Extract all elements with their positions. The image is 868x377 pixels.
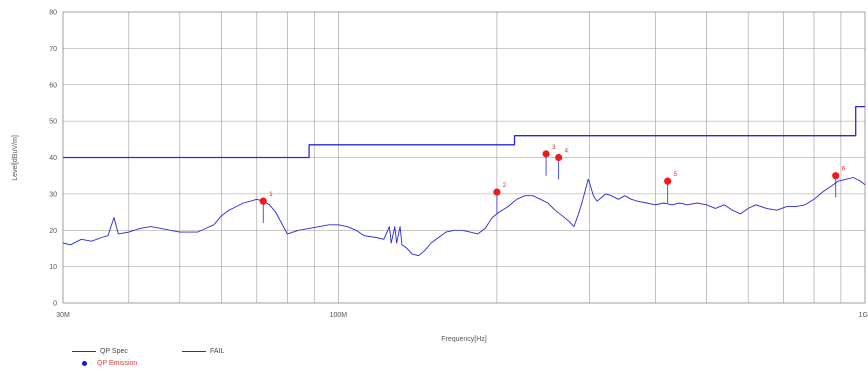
- marker-point: [259, 197, 267, 205]
- marker-label: 3: [552, 145, 556, 151]
- marker-point: [542, 150, 550, 158]
- legend-line-swatch: [182, 350, 206, 352]
- legend-label-fail: FAIL: [210, 347, 225, 355]
- legend-item-qp-spec: QP Spec: [72, 346, 128, 356]
- grid: [63, 12, 865, 303]
- marker-label: 5: [674, 172, 678, 178]
- y-tick-label: 50: [49, 119, 57, 126]
- y-tick-label: 30: [49, 191, 57, 198]
- x-axis-label: Frequency[Hz]: [441, 336, 487, 343]
- legend-item-qp-emission: QP Emission: [72, 358, 137, 368]
- y-tick-label: 10: [49, 264, 57, 271]
- legend: QP Spec FAIL QP Emission: [72, 346, 332, 374]
- y-tick-labels: 0 10 20 30 40 50 60 70 80: [49, 10, 57, 308]
- series-group: [62, 105, 866, 257]
- legend-dot-swatch: [82, 360, 87, 366]
- marker-label: 6: [842, 167, 846, 173]
- legend-item-fail: FAIL: [182, 346, 224, 356]
- y-tick-label: 20: [49, 228, 57, 235]
- marker-label: 1: [269, 192, 273, 198]
- markers-group: 1 2 3 4 5 6: [259, 145, 846, 223]
- x-tick-label: 30M: [56, 312, 70, 319]
- legend-label-qp-emission: QP Emission: [97, 359, 138, 367]
- legend-label-qp-spec: QP Spec: [100, 347, 128, 355]
- x-tick-label: 1G: [859, 312, 868, 319]
- x-tick-label: 100M: [330, 312, 348, 319]
- marker-point: [664, 177, 672, 185]
- legend-line-swatch: [72, 350, 96, 352]
- series-line-fail: [63, 105, 865, 159]
- marker-label: 4: [565, 149, 569, 155]
- marker-point: [555, 153, 563, 162]
- marker-label: 2: [503, 183, 507, 189]
- marker-point: [832, 172, 840, 180]
- y-tick-label: 40: [49, 155, 57, 162]
- y-tick-label: 80: [49, 10, 57, 17]
- y-axis-label: Level[dBuV/m]: [12, 135, 19, 181]
- series-line-qp-spec: [62, 177, 866, 257]
- y-tick-label: 70: [49, 46, 57, 53]
- y-tick-label: 0: [53, 301, 57, 308]
- marker-point: [493, 188, 501, 196]
- y-tick-label: 60: [49, 82, 57, 89]
- x-tick-labels: 30M 100M 1G: [56, 312, 868, 319]
